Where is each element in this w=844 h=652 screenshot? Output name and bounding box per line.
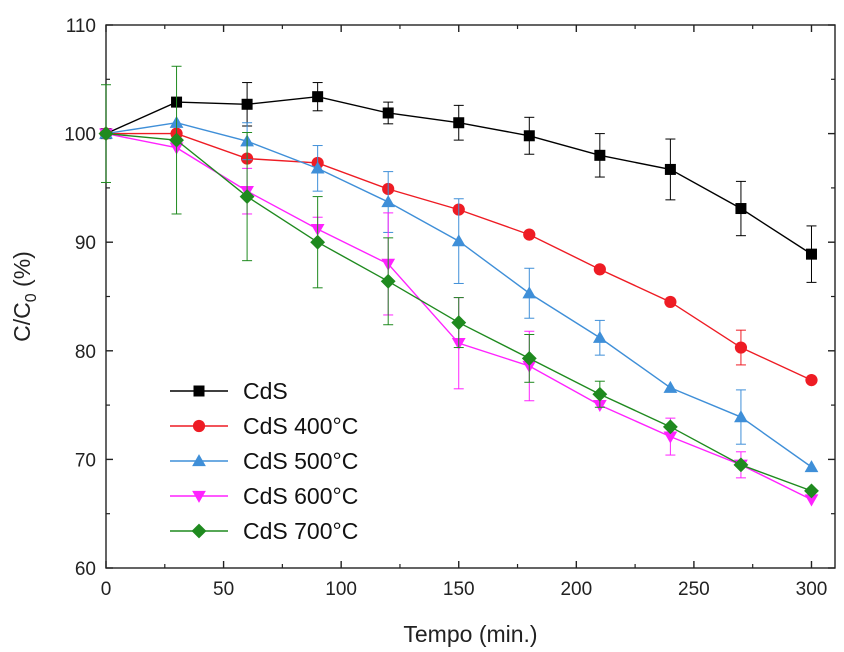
data-point [805,374,818,387]
legend-label: CdS 400°C [243,413,358,439]
legend-marker [192,490,206,503]
legend-marker [193,385,205,397]
y-tick-label: 60 [75,559,96,580]
data-point [98,126,114,142]
data-point [382,107,394,119]
data-point [241,98,253,110]
series-group [98,65,819,507]
data-point [312,91,324,103]
data-point [310,234,326,250]
x-tick-label: 50 [213,579,234,600]
y-tick-label: 70 [75,450,96,471]
y-axis-title-main: C/C [9,302,35,342]
data-point [663,380,678,393]
data-point [662,419,678,435]
data-point [664,295,677,309]
x-tick-label: 150 [443,579,475,600]
y-tick-label: 100 [64,125,96,146]
y-axis-title-unit: (%) [9,251,35,293]
legend-item: CdS 500°C [170,448,358,474]
legend-label: CdS 500°C [243,448,358,474]
series-line [105,122,812,468]
data-point [310,161,325,174]
x-tick-label: 200 [560,579,592,600]
axes: 0 50 100 150 200 250 300 60 70 80 90 100 110 [64,16,836,600]
x-axis-title: Tempo (min.) [403,621,537,647]
legend-marker [191,523,207,539]
data-point [523,228,536,241]
legend-marker [192,454,206,467]
y-axis-title-subscript: 0 [23,293,40,302]
plot-frame [105,24,836,569]
legend-item: CdS 400°C [170,413,358,439]
legend-item: CdS 600°C [170,483,358,509]
data-point [734,341,748,354]
legend-item: CdS 700°C [170,518,358,544]
data-point [592,330,607,343]
series-cds-700-c [98,65,819,499]
legend-label: CdS [243,378,288,404]
x-tick-label: 300 [796,579,828,600]
data-point [381,195,396,208]
data-point [380,273,396,289]
data-point [664,163,676,175]
legend-label: CdS 600°C [243,483,358,509]
y-axis-title: C/C0 (%) [9,251,40,342]
data-point [804,494,819,507]
legend-label: CdS 700°C [243,518,358,544]
series-cds-500-c [99,115,819,473]
data-point [805,248,817,260]
y-tick-label: 90 [75,233,96,254]
data-point [523,130,535,142]
legend-item: CdS [170,378,288,404]
data-point [804,460,819,473]
x-tick-label: 250 [678,579,710,600]
legend-marker [192,419,206,433]
data-point [522,286,537,299]
data-point [451,234,466,247]
x-tick-label: 100 [325,579,357,600]
data-point [453,117,465,129]
y-tick-label: 80 [75,342,96,363]
data-point [592,386,608,402]
x-tick-label: 0 [101,579,112,600]
data-point [594,149,606,161]
y-tick-label: 110 [66,16,96,37]
data-point [804,483,819,499]
data-point [663,431,678,444]
data-point [169,132,184,148]
data-point [451,315,467,330]
data-point [735,203,747,215]
data-point [521,350,537,366]
legend: CdS CdS 400°C CdS 500°C CdS 600°C CdS 700°C [170,378,358,544]
data-point [734,410,748,423]
data-point [593,263,606,276]
data-point [239,189,255,205]
data-point [733,457,749,473]
